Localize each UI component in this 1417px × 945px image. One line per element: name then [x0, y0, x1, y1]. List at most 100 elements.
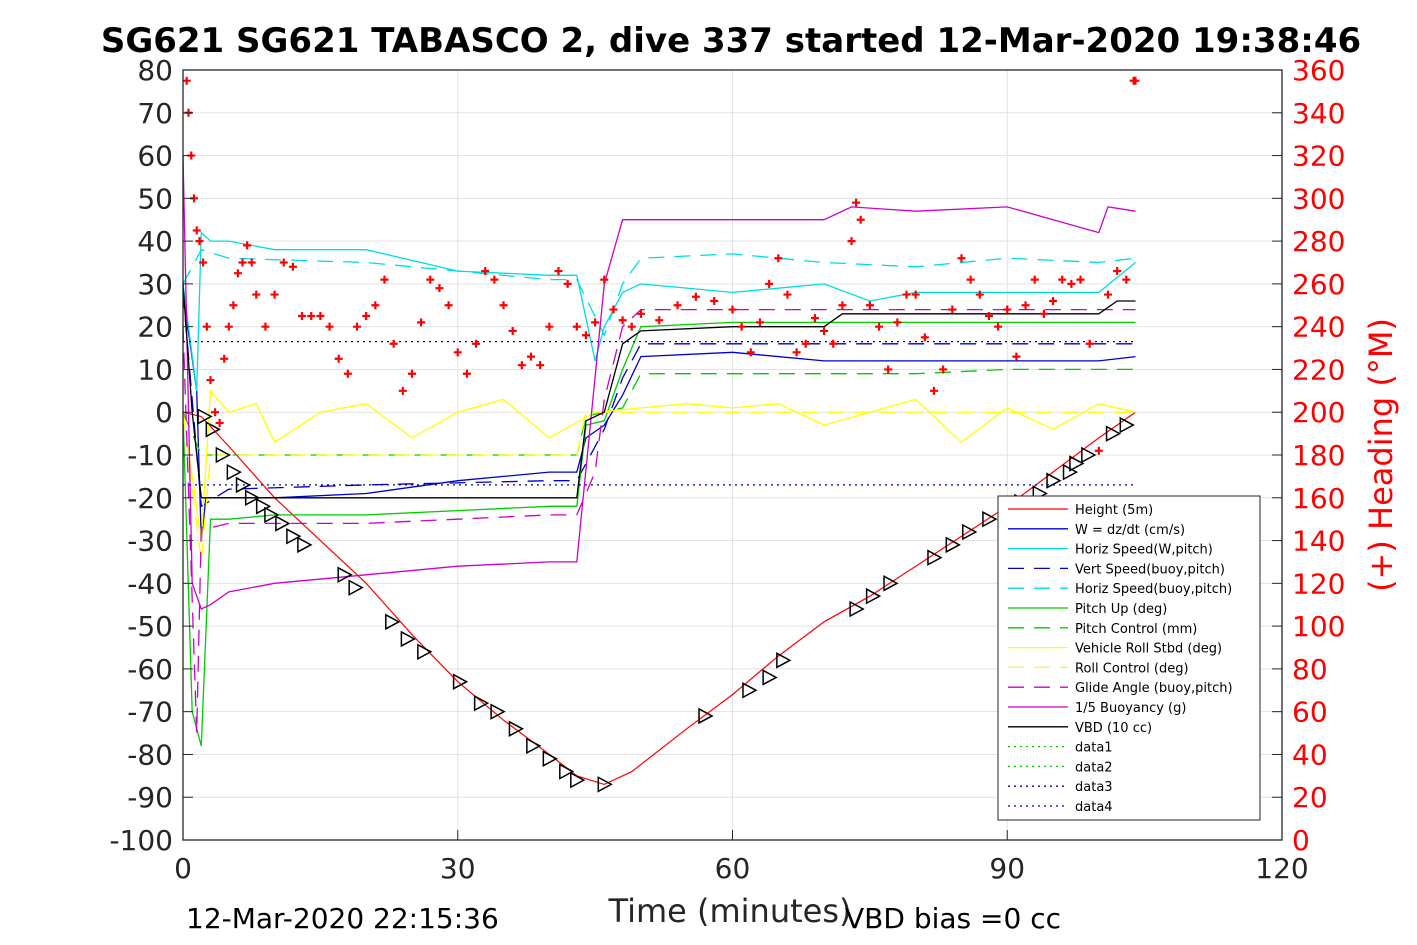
y-tick-label: 20 [137, 311, 173, 344]
glider-marker [698, 707, 714, 725]
heading-point [636, 309, 645, 318]
heading-point [655, 316, 664, 325]
y2-axis-label: (+) Heading (°M) [1362, 318, 1400, 592]
heading-point [856, 215, 865, 224]
y2-tick-label: 240 [1292, 311, 1345, 344]
y-tick-label: -100 [109, 824, 173, 857]
heading-point [975, 290, 984, 299]
heading-point [481, 267, 490, 276]
glider-marker [542, 750, 558, 767]
legend-entry: Pitch Up (deg) [1075, 602, 1167, 617]
glider-marker [865, 587, 882, 605]
glider-markers [197, 408, 1135, 793]
heading-point [710, 297, 719, 305]
heading-point [389, 339, 398, 348]
legend-entry: data2 [1075, 760, 1113, 775]
heading-point [673, 301, 682, 310]
heading-point [238, 258, 247, 267]
glider-marker [490, 703, 506, 720]
heading-point [554, 267, 563, 276]
y2-tick-label: 180 [1292, 439, 1345, 472]
heading-point [192, 226, 201, 235]
heading-point [1094, 446, 1103, 455]
y2-axis-ticks: 3603403203002802602402202001801601401201… [1272, 54, 1345, 857]
x-tick-label: 120 [1255, 852, 1308, 885]
y-tick-label: -70 [127, 696, 173, 729]
y2-tick-label: 20 [1292, 781, 1328, 814]
y2-tick-label: 280 [1292, 225, 1345, 258]
legend: Height (5m) W = dz/dt (cm/s) Horiz Speed(W… [997, 495, 1261, 821]
heading-point [572, 322, 581, 331]
legend-entry: 1/5 Buoyancy (g) [1075, 701, 1186, 716]
series-line-3 [182, 292, 1136, 508]
legend-entry: Vert Speed(buoy,pitch) [1075, 562, 1225, 577]
heading-point [206, 376, 215, 385]
glider-marker [473, 694, 490, 712]
heading-point [948, 305, 957, 314]
y-tick-label: -60 [127, 653, 173, 686]
footer-timestamp: 12-Mar-2020 22:15:36 [186, 902, 499, 935]
y2-tick-label: 80 [1292, 653, 1328, 686]
heading-point [852, 198, 861, 207]
y2-tick-label: 0 [1292, 824, 1310, 857]
heading-point [499, 301, 508, 310]
glider-marker [982, 510, 998, 528]
heading-point [1122, 275, 1131, 284]
heading-point [453, 348, 462, 357]
glider-marker [762, 669, 778, 686]
y-tick-label: -40 [127, 567, 173, 600]
heading-point [875, 322, 884, 331]
glider-marker [1046, 472, 1062, 489]
heading-point [838, 301, 847, 310]
heading-point [792, 348, 801, 357]
heading-point [398, 386, 407, 395]
heading-point [211, 408, 220, 417]
heading-point [1085, 339, 1094, 348]
heading-point [220, 354, 229, 363]
glider-marker [417, 643, 433, 661]
heading-point [353, 322, 362, 331]
y2-tick-label: 200 [1292, 396, 1345, 429]
heading-point [810, 314, 819, 323]
heading-point [407, 369, 416, 378]
series-line-0 [182, 411, 1136, 786]
y2-tick-label: 140 [1292, 525, 1345, 558]
heading-point [362, 311, 371, 320]
heading-point [517, 361, 526, 370]
heading-point [243, 241, 252, 250]
glider-marker [849, 600, 865, 618]
glider-marker [1069, 455, 1085, 472]
heading-point [316, 311, 325, 320]
heading-point [371, 301, 380, 310]
heading-point [801, 339, 810, 348]
glider-marker [776, 652, 792, 669]
heading-point [1030, 275, 1039, 284]
legend-entry: Roll Control (deg) [1075, 661, 1189, 676]
heading-point [1021, 301, 1030, 310]
y2-tick-label: 320 [1292, 140, 1345, 173]
x-tick-label: 60 [715, 852, 751, 885]
y2-tick-label: 120 [1292, 567, 1345, 600]
glider-marker [1105, 425, 1122, 442]
y2-tick-label: 340 [1292, 97, 1345, 130]
heading-points [182, 76, 1140, 455]
footer-vbd-bias: VBD bias =0 cc [845, 902, 1061, 935]
heading-point [307, 311, 316, 320]
glider-marker [205, 421, 221, 438]
glider-marker [348, 579, 364, 596]
heading-point [261, 322, 270, 331]
y-tick-label: 40 [137, 225, 173, 258]
heading-point [233, 269, 242, 278]
glider-marker [235, 476, 252, 494]
heading-point [325, 322, 334, 331]
heading-point [609, 305, 618, 314]
y2-tick-label: 100 [1292, 610, 1345, 643]
glider-marker [244, 489, 261, 507]
heading-point [270, 290, 279, 299]
heading-point [1058, 275, 1067, 284]
heading-point [865, 301, 874, 310]
series-line-5 [182, 321, 1136, 747]
legend-entry: Pitch Control (mm) [1075, 622, 1197, 637]
heading-point [829, 339, 838, 348]
y2-tick-label: 60 [1292, 696, 1328, 729]
